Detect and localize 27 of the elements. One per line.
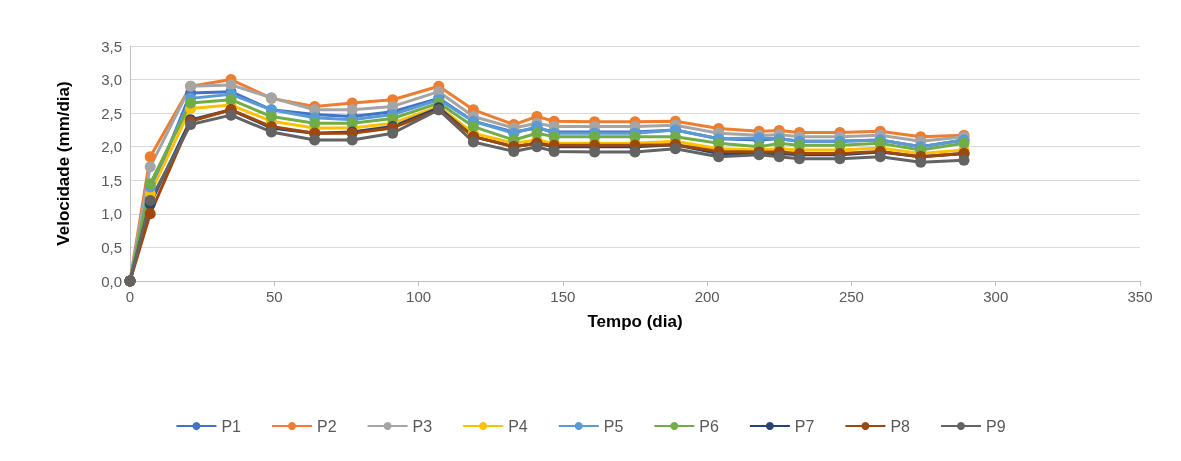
- legend-label: P3: [412, 417, 433, 435]
- y-tick-label: 2,0: [101, 138, 122, 156]
- legend-label: P9: [986, 417, 1006, 435]
- x-tick-label: 0: [125, 288, 135, 305]
- x-tick-label: 200: [694, 288, 720, 305]
- x-tick-label: 150: [550, 288, 576, 305]
- legend-label: P6: [699, 417, 719, 435]
- legend-label: P8: [890, 417, 911, 435]
- y-tick-label: 1,0: [101, 205, 122, 223]
- legend-label: P5: [603, 417, 624, 435]
- x-axis-title: Tempo (dia): [587, 312, 683, 331]
- x-tick-label: 100: [406, 288, 432, 305]
- y-tick-label: 0,5: [101, 238, 122, 256]
- y-tick-label: 0,0: [101, 272, 122, 290]
- x-tick-label: 250: [838, 288, 864, 305]
- legend-label: P2: [317, 417, 337, 435]
- y-tick-label: 3,5: [101, 37, 122, 55]
- legend-label: P7: [794, 417, 815, 435]
- y-tick-label: 2,5: [101, 104, 122, 122]
- legend-label: P1: [221, 417, 242, 435]
- y-tick-label: 3,0: [101, 71, 122, 89]
- y-tick-label: 1,5: [101, 171, 122, 189]
- x-tick-label: 300: [983, 288, 1009, 305]
- y-axis-title: Velocidade (mm/dia): [54, 81, 73, 246]
- x-tick-label: 50: [265, 288, 283, 305]
- x-tick-label: 350: [1127, 288, 1153, 305]
- legend-label: P4: [508, 417, 528, 435]
